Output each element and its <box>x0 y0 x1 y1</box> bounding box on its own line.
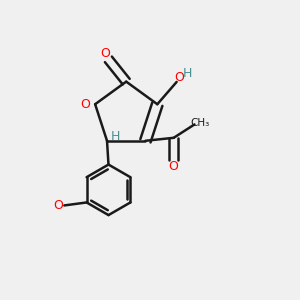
Text: H: H <box>111 130 121 143</box>
Text: CH₃: CH₃ <box>191 118 210 128</box>
Text: O: O <box>100 47 110 61</box>
Text: O: O <box>175 71 184 84</box>
Text: O: O <box>53 199 63 212</box>
Text: O: O <box>80 98 90 111</box>
Text: H: H <box>183 67 193 80</box>
Text: O: O <box>169 160 178 172</box>
